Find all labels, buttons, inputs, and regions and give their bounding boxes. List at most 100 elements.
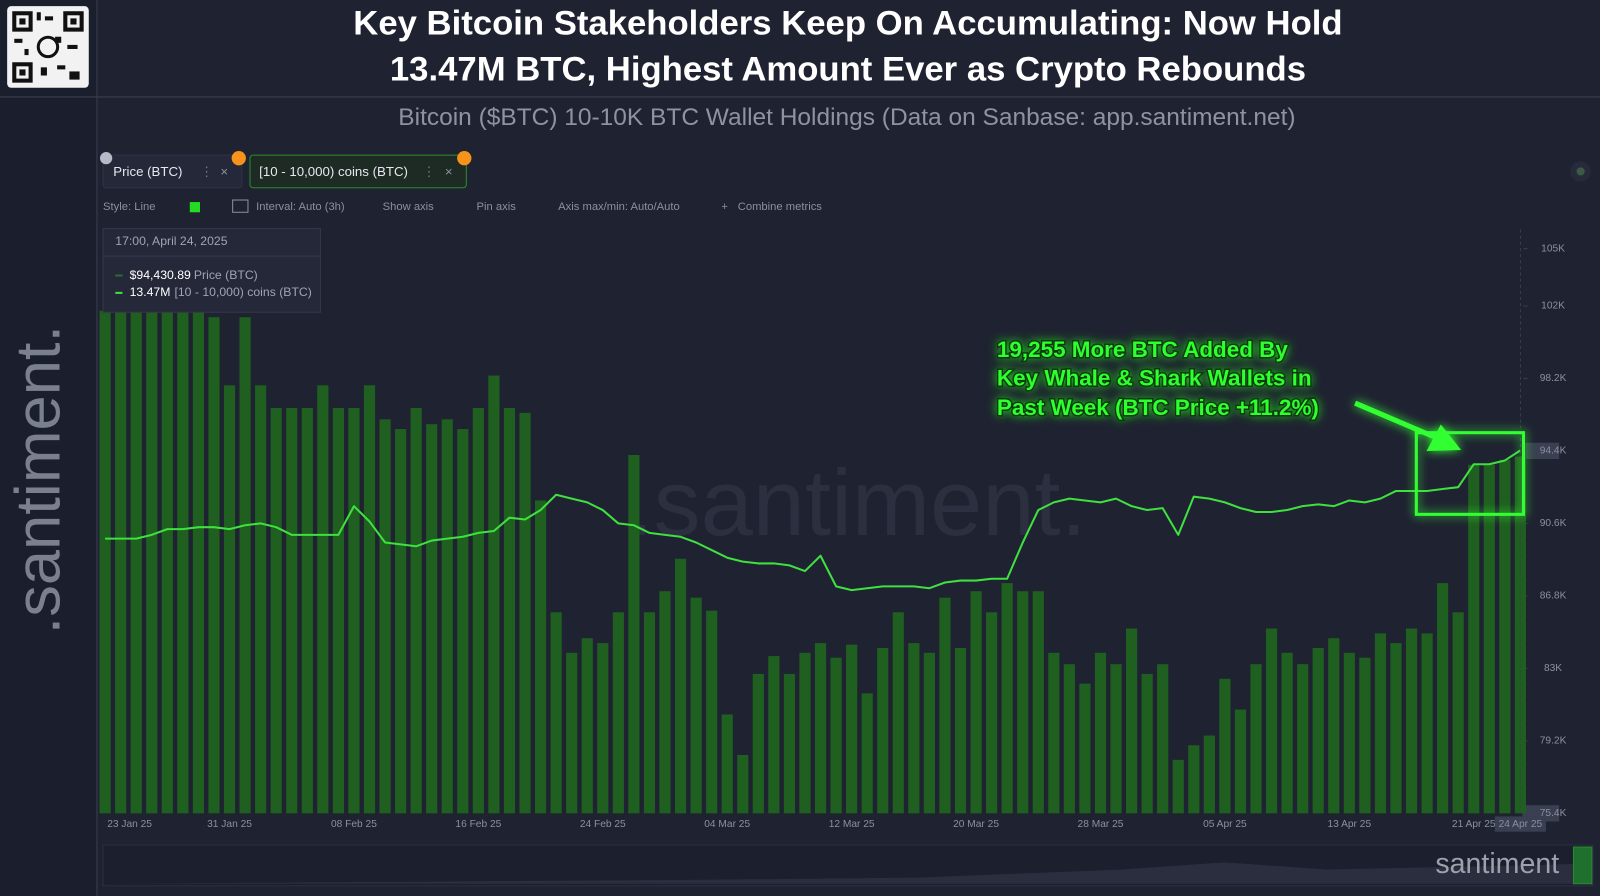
bar bbox=[519, 412, 531, 814]
bar bbox=[581, 638, 593, 814]
toolbar-item[interactable]: Combine metrics bbox=[738, 201, 823, 213]
bar bbox=[192, 310, 205, 814]
metric-tab[interactable]: Price (BTC) ⋮ × bbox=[100, 151, 246, 189]
tab-label: Price (BTC) bbox=[113, 164, 182, 179]
tick-highlight bbox=[1522, 442, 1560, 460]
tooltip-value: 13.47M bbox=[130, 285, 171, 299]
tab-menu[interactable]: ⋮ bbox=[200, 164, 213, 179]
bar bbox=[395, 429, 407, 814]
bar bbox=[1265, 628, 1278, 814]
y-tick-label: 90.6K bbox=[1540, 518, 1567, 529]
x-tick-label: 16 Feb 25 bbox=[455, 819, 501, 830]
x-tick-label: 21 Apr 25 bbox=[1452, 819, 1496, 830]
bar bbox=[892, 612, 904, 814]
bar bbox=[597, 643, 609, 814]
settings-dot bbox=[1576, 167, 1585, 176]
toolbar-item[interactable]: Interval: Auto (3h) bbox=[256, 201, 345, 213]
plot: 75.4K 79.2K 83K 86.8K 90.6K 94.4K 98.2K 102K 105… bbox=[99, 229, 1567, 832]
bar bbox=[332, 407, 344, 814]
bar bbox=[1359, 657, 1371, 814]
color-swatch[interactable] bbox=[189, 202, 200, 213]
tooltip-date: 17:00, April 24, 2025 bbox=[115, 234, 227, 248]
bar bbox=[846, 644, 858, 814]
bar bbox=[908, 643, 920, 814]
bar bbox=[441, 419, 453, 814]
y-tick-label: 79.2K bbox=[1540, 736, 1567, 747]
y-tick-label: 83K bbox=[1544, 663, 1562, 674]
bar bbox=[130, 310, 142, 814]
bar bbox=[1452, 612, 1464, 814]
bar bbox=[690, 597, 702, 814]
toolbar-item[interactable]: Show axis bbox=[383, 201, 435, 213]
x-tick-label: 08 Feb 25 bbox=[331, 819, 377, 830]
metric-tab[interactable]: [10 - 10,000) coins (BTC) ⋮ × bbox=[249, 151, 472, 189]
tab-close[interactable]: × bbox=[445, 164, 453, 179]
navigator: santiment bbox=[102, 844, 1594, 887]
bar bbox=[503, 407, 516, 814]
bar bbox=[1328, 638, 1340, 814]
bar bbox=[861, 693, 873, 814]
y-tick-label: 75.4K bbox=[1540, 808, 1567, 819]
side-logo: .santiment. bbox=[4, 325, 74, 634]
bar bbox=[612, 612, 624, 814]
bar bbox=[1405, 628, 1418, 814]
bar bbox=[270, 407, 282, 814]
bar bbox=[783, 673, 796, 814]
y-tick-label: 102K bbox=[1541, 301, 1565, 312]
interval-icon bbox=[232, 199, 249, 213]
bar bbox=[348, 407, 360, 814]
bar bbox=[1312, 647, 1324, 814]
bar bbox=[208, 317, 220, 814]
bar bbox=[1032, 591, 1044, 814]
bar bbox=[674, 558, 687, 814]
y-tick-label: 98.2K bbox=[1540, 373, 1567, 384]
annotation-text: Past Week (BTC Price +11.2%) bbox=[997, 395, 1319, 420]
bar bbox=[706, 610, 718, 814]
x-tick-label: 28 Mar 25 bbox=[1078, 819, 1124, 830]
toolbar-item[interactable]: Style: Line bbox=[103, 201, 155, 213]
bar bbox=[1499, 459, 1511, 814]
x-tick-label: 31 Jan 25 bbox=[207, 819, 252, 830]
x-tick-label: 23 Jan 25 bbox=[107, 819, 152, 830]
bar bbox=[1001, 583, 1013, 814]
tab-menu[interactable]: ⋮ bbox=[422, 164, 435, 179]
bar bbox=[161, 310, 173, 814]
bar bbox=[986, 612, 998, 814]
x-tick-label: 04 Mar 25 bbox=[704, 819, 750, 830]
watermark: .santiment. bbox=[628, 450, 1087, 555]
bar bbox=[566, 652, 578, 814]
bar bbox=[488, 375, 500, 814]
chart-title: Key Bitcoin Stakeholders Keep On Accumul… bbox=[353, 5, 1342, 43]
tab-close[interactable]: × bbox=[220, 164, 228, 179]
bar bbox=[939, 597, 951, 814]
side-panel bbox=[0, 0, 97, 896]
bar bbox=[363, 385, 376, 814]
bar bbox=[1203, 735, 1215, 814]
bar bbox=[534, 500, 547, 814]
annotation-text: Key Whale & Shark Wallets in bbox=[997, 366, 1312, 391]
bar bbox=[923, 652, 936, 814]
x-tick-label: 20 Mar 25 bbox=[953, 819, 999, 830]
toolbar-item[interactable]: Axis max/min: Auto/Auto bbox=[558, 201, 680, 213]
bar bbox=[379, 419, 391, 814]
x-tick-label: 05 Apr 25 bbox=[1203, 819, 1247, 830]
bar bbox=[223, 385, 236, 814]
bar bbox=[146, 310, 158, 814]
y-tick-label: 86.8K bbox=[1540, 591, 1567, 602]
y-tick-label: 94.4K bbox=[1540, 446, 1567, 457]
tooltip: 17:00, April 24, 2025 $94,430.89 Price (… bbox=[102, 228, 321, 313]
bar bbox=[954, 647, 967, 814]
bar bbox=[1079, 683, 1091, 814]
arrow-shaft bbox=[1354, 400, 1440, 442]
bar bbox=[1094, 652, 1107, 814]
bar bbox=[830, 657, 842, 814]
toolbar-item[interactable]: Pin axis bbox=[477, 201, 517, 213]
bar bbox=[1110, 664, 1122, 814]
bar bbox=[970, 591, 982, 814]
bar bbox=[1125, 628, 1138, 814]
bar bbox=[1017, 591, 1029, 814]
bar bbox=[628, 454, 640, 814]
bar bbox=[643, 612, 656, 814]
bar bbox=[255, 385, 267, 814]
